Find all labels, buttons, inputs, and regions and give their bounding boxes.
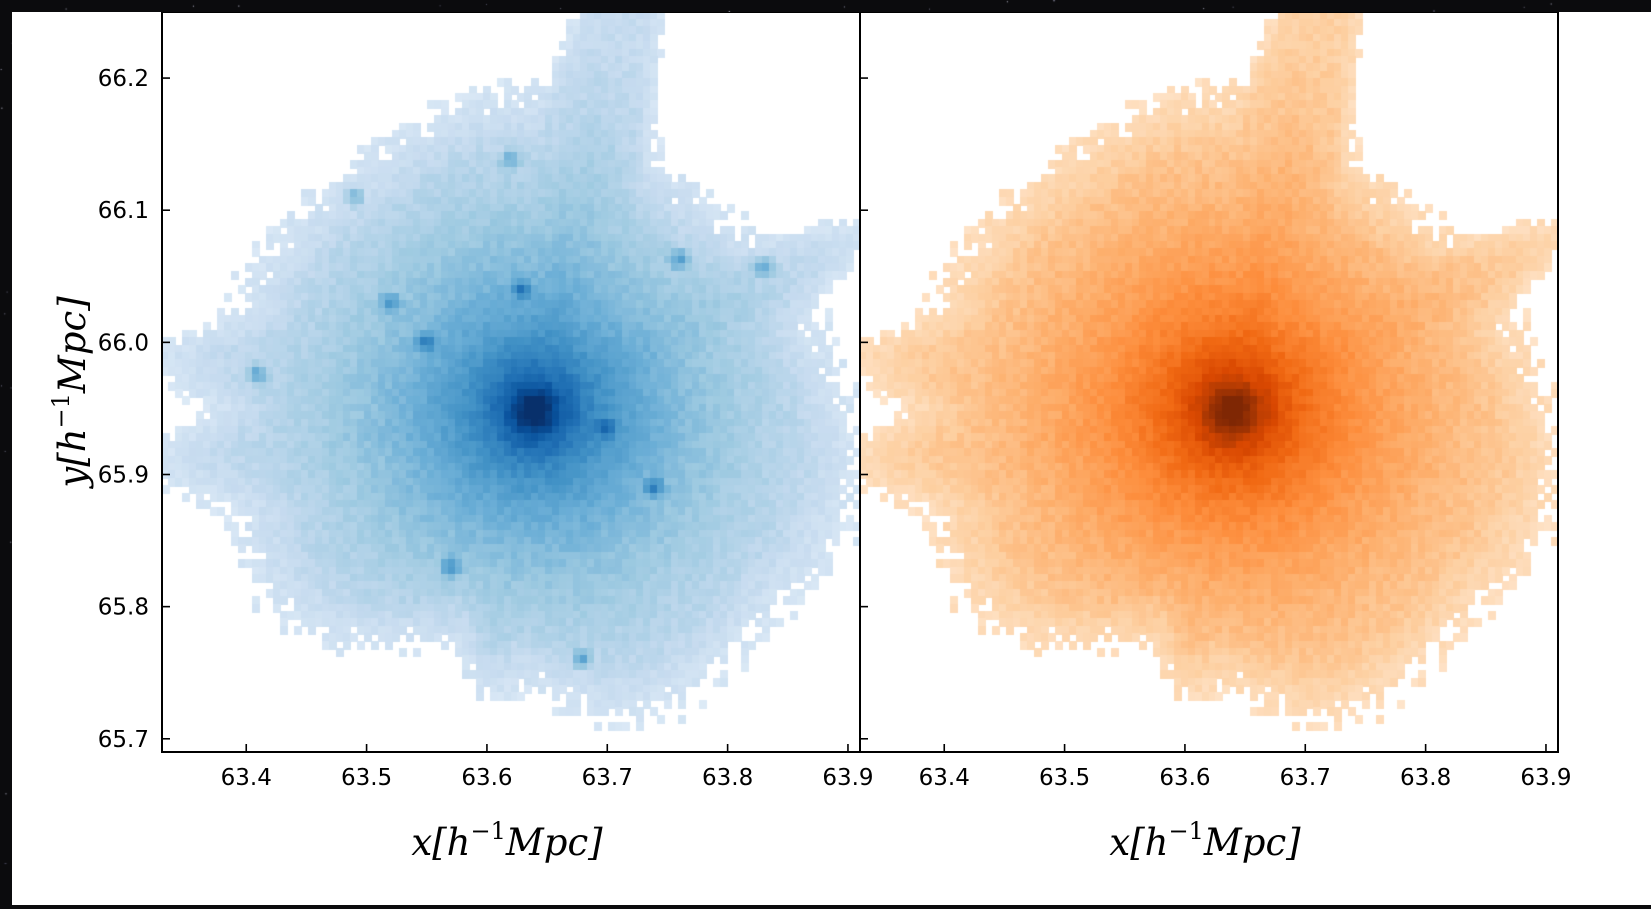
x-axis-title-left: x[h−1Mpc] bbox=[411, 817, 603, 864]
y-axis-left: 66.2 66.1 66.0 65.9 65.8 65.7 bbox=[98, 66, 170, 753]
x-axis-right: 63.4 63.5 63.6 63.7 63.8 63.9 bbox=[919, 744, 1572, 791]
plot-frame-right bbox=[859, 11, 1559, 753]
x-tick-label: 63.7 bbox=[582, 765, 633, 791]
x-axis-title-right: x[h−1Mpc] bbox=[1109, 817, 1301, 864]
density-map-orange bbox=[860, 12, 1558, 752]
x-axis-left: 63.4 63.5 63.6 63.7 63.8 63.9 bbox=[221, 744, 874, 791]
x-tick-label: 63.5 bbox=[341, 765, 392, 791]
x-tick-label: 63.4 bbox=[221, 765, 272, 791]
x-tick-label: 63.6 bbox=[461, 765, 512, 791]
density-map-blue bbox=[162, 12, 860, 752]
x-tick-label: 63.8 bbox=[702, 765, 753, 791]
y-tick-label: 66.2 bbox=[98, 66, 149, 92]
y-tick-label: 65.8 bbox=[98, 595, 149, 621]
panel-right: 63.4 63.5 63.6 63.7 63.8 63.9 x[h−1Mpc] bbox=[859, 11, 1572, 864]
y-tick-label: 65.9 bbox=[98, 463, 149, 489]
y-tick-label: 66.1 bbox=[98, 198, 149, 224]
x-tick-label: 63.9 bbox=[822, 765, 873, 791]
x-tick-label: 63.9 bbox=[1520, 765, 1571, 791]
y-axis-right-ticks bbox=[860, 77, 868, 740]
y-axis-title: y[h−1Mpc] bbox=[47, 296, 94, 490]
x-tick-label: 63.7 bbox=[1280, 765, 1331, 791]
panel-left: 63.4 63.5 63.6 63.7 63.8 63.9 66.2 66.1 66.0 65.… bbox=[47, 11, 874, 864]
figure: 63.4 63.5 63.6 63.7 63.8 63.9 66.2 66.1 66.0 65.… bbox=[12, 11, 1651, 905]
x-tick-label: 63.4 bbox=[919, 765, 970, 791]
x-tick-label: 63.8 bbox=[1400, 765, 1451, 791]
x-tick-label: 63.6 bbox=[1159, 765, 1210, 791]
y-tick-label: 66.0 bbox=[98, 330, 149, 356]
x-tick-label: 63.5 bbox=[1039, 765, 1090, 791]
y-tick-label: 65.7 bbox=[98, 727, 149, 753]
figure-svg: 63.4 63.5 63.6 63.7 63.8 63.9 66.2 66.1 66.0 65.… bbox=[47, 11, 1572, 864]
